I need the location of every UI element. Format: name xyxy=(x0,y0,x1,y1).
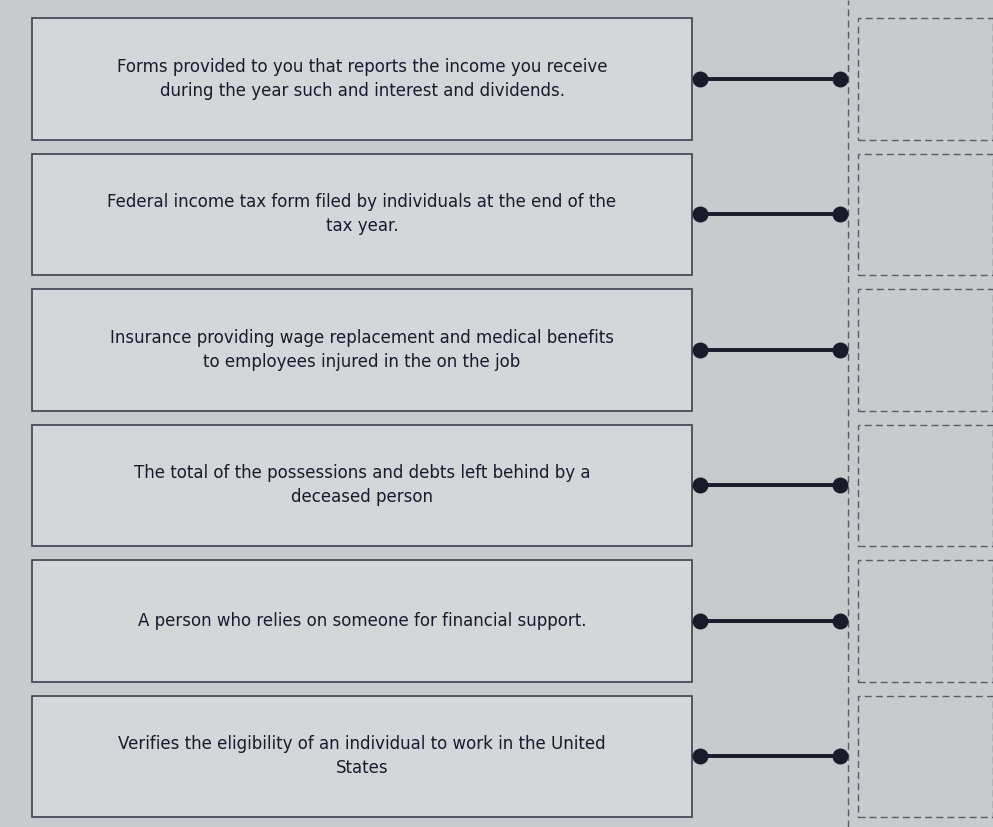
FancyBboxPatch shape xyxy=(858,18,993,140)
Point xyxy=(832,479,848,492)
FancyBboxPatch shape xyxy=(32,424,692,546)
FancyBboxPatch shape xyxy=(858,560,993,681)
FancyBboxPatch shape xyxy=(32,696,692,817)
Point xyxy=(832,343,848,356)
FancyBboxPatch shape xyxy=(32,289,692,410)
FancyBboxPatch shape xyxy=(32,18,692,140)
Text: The total of the possessions and debts left behind by a
deceased person: The total of the possessions and debts l… xyxy=(134,465,590,506)
Text: A person who relies on someone for financial support.: A person who relies on someone for finan… xyxy=(138,612,586,629)
Point xyxy=(692,614,708,628)
Point xyxy=(832,614,848,628)
Point xyxy=(692,749,708,762)
Text: Forms provided to you that reports the income you receive
during the year such a: Forms provided to you that reports the i… xyxy=(117,58,608,99)
Text: Insurance providing wage replacement and medical benefits
to employees injured i: Insurance providing wage replacement and… xyxy=(110,329,614,370)
FancyBboxPatch shape xyxy=(858,696,993,817)
Text: Verifies the eligibility of an individual to work in the United
States: Verifies the eligibility of an individua… xyxy=(118,735,606,777)
FancyBboxPatch shape xyxy=(32,154,692,275)
Point xyxy=(832,749,848,762)
Point xyxy=(832,208,848,221)
FancyBboxPatch shape xyxy=(32,560,692,681)
Point xyxy=(692,208,708,221)
FancyBboxPatch shape xyxy=(858,424,993,546)
FancyBboxPatch shape xyxy=(858,289,993,410)
Point xyxy=(832,72,848,85)
Point xyxy=(692,72,708,85)
Text: Federal income tax form filed by individuals at the end of the
tax year.: Federal income tax form filed by individ… xyxy=(107,194,617,235)
Point xyxy=(692,343,708,356)
FancyBboxPatch shape xyxy=(858,154,993,275)
Point xyxy=(692,479,708,492)
